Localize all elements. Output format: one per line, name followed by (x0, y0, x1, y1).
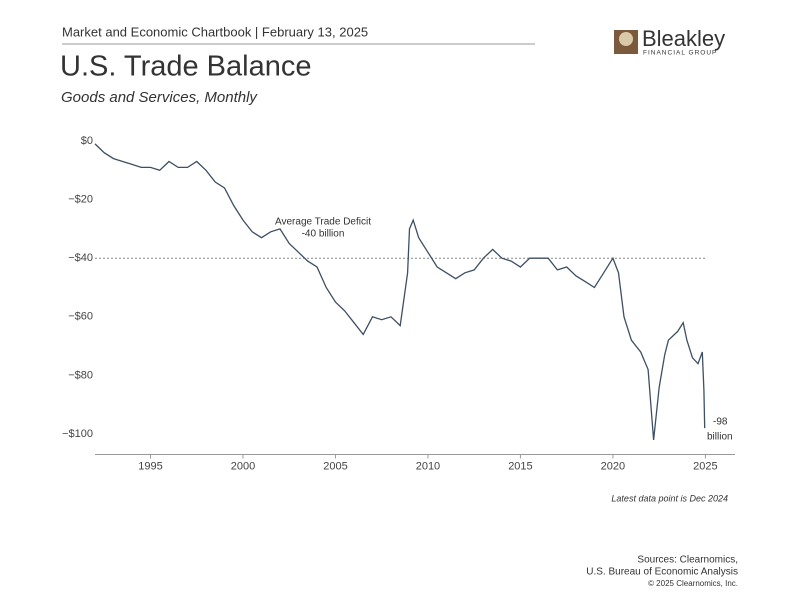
y-tick-label: −$40 (68, 252, 93, 264)
y-tick-label: −$80 (68, 369, 93, 381)
x-tick-label: 2025 (693, 460, 717, 472)
copyright: © 2025 Clearnomics, Inc. (648, 579, 738, 588)
note: Latest data point is Dec 2024 (611, 493, 728, 503)
end-label: -98 (713, 417, 728, 428)
y-tick-label: −$20 (68, 194, 93, 206)
logo-name: Bleakley (642, 26, 725, 51)
y-tick-label: −$60 (68, 311, 93, 323)
average-label: Average Trade Deficit (275, 217, 371, 228)
chart-title: U.S. Trade Balance (60, 51, 311, 83)
source: Sources: Clearnomics, (637, 555, 738, 566)
logo-tagline: FINANCIAL GROUP (643, 50, 717, 57)
x-tick-label: 2015 (508, 460, 532, 472)
logo-tree (619, 32, 633, 46)
line-series (94, 143, 706, 440)
x-tick-label: 2020 (601, 460, 625, 472)
x-tick-label: 2000 (231, 460, 255, 472)
header: Market and Economic Chartbook | February… (62, 24, 368, 39)
average-label: -40 billion (302, 229, 345, 240)
x-tick-label: 2010 (416, 460, 440, 472)
end-label: billion (707, 432, 733, 443)
chart-subtitle: Goods and Services, Monthly (61, 89, 258, 106)
source: U.S. Bureau of Economic Analysis (586, 567, 738, 578)
x-tick-label: 2005 (323, 460, 347, 472)
y-tick-label: $0 (81, 135, 93, 147)
y-tick-label: −$100 (62, 428, 93, 440)
x-tick-label: 1995 (138, 460, 162, 472)
